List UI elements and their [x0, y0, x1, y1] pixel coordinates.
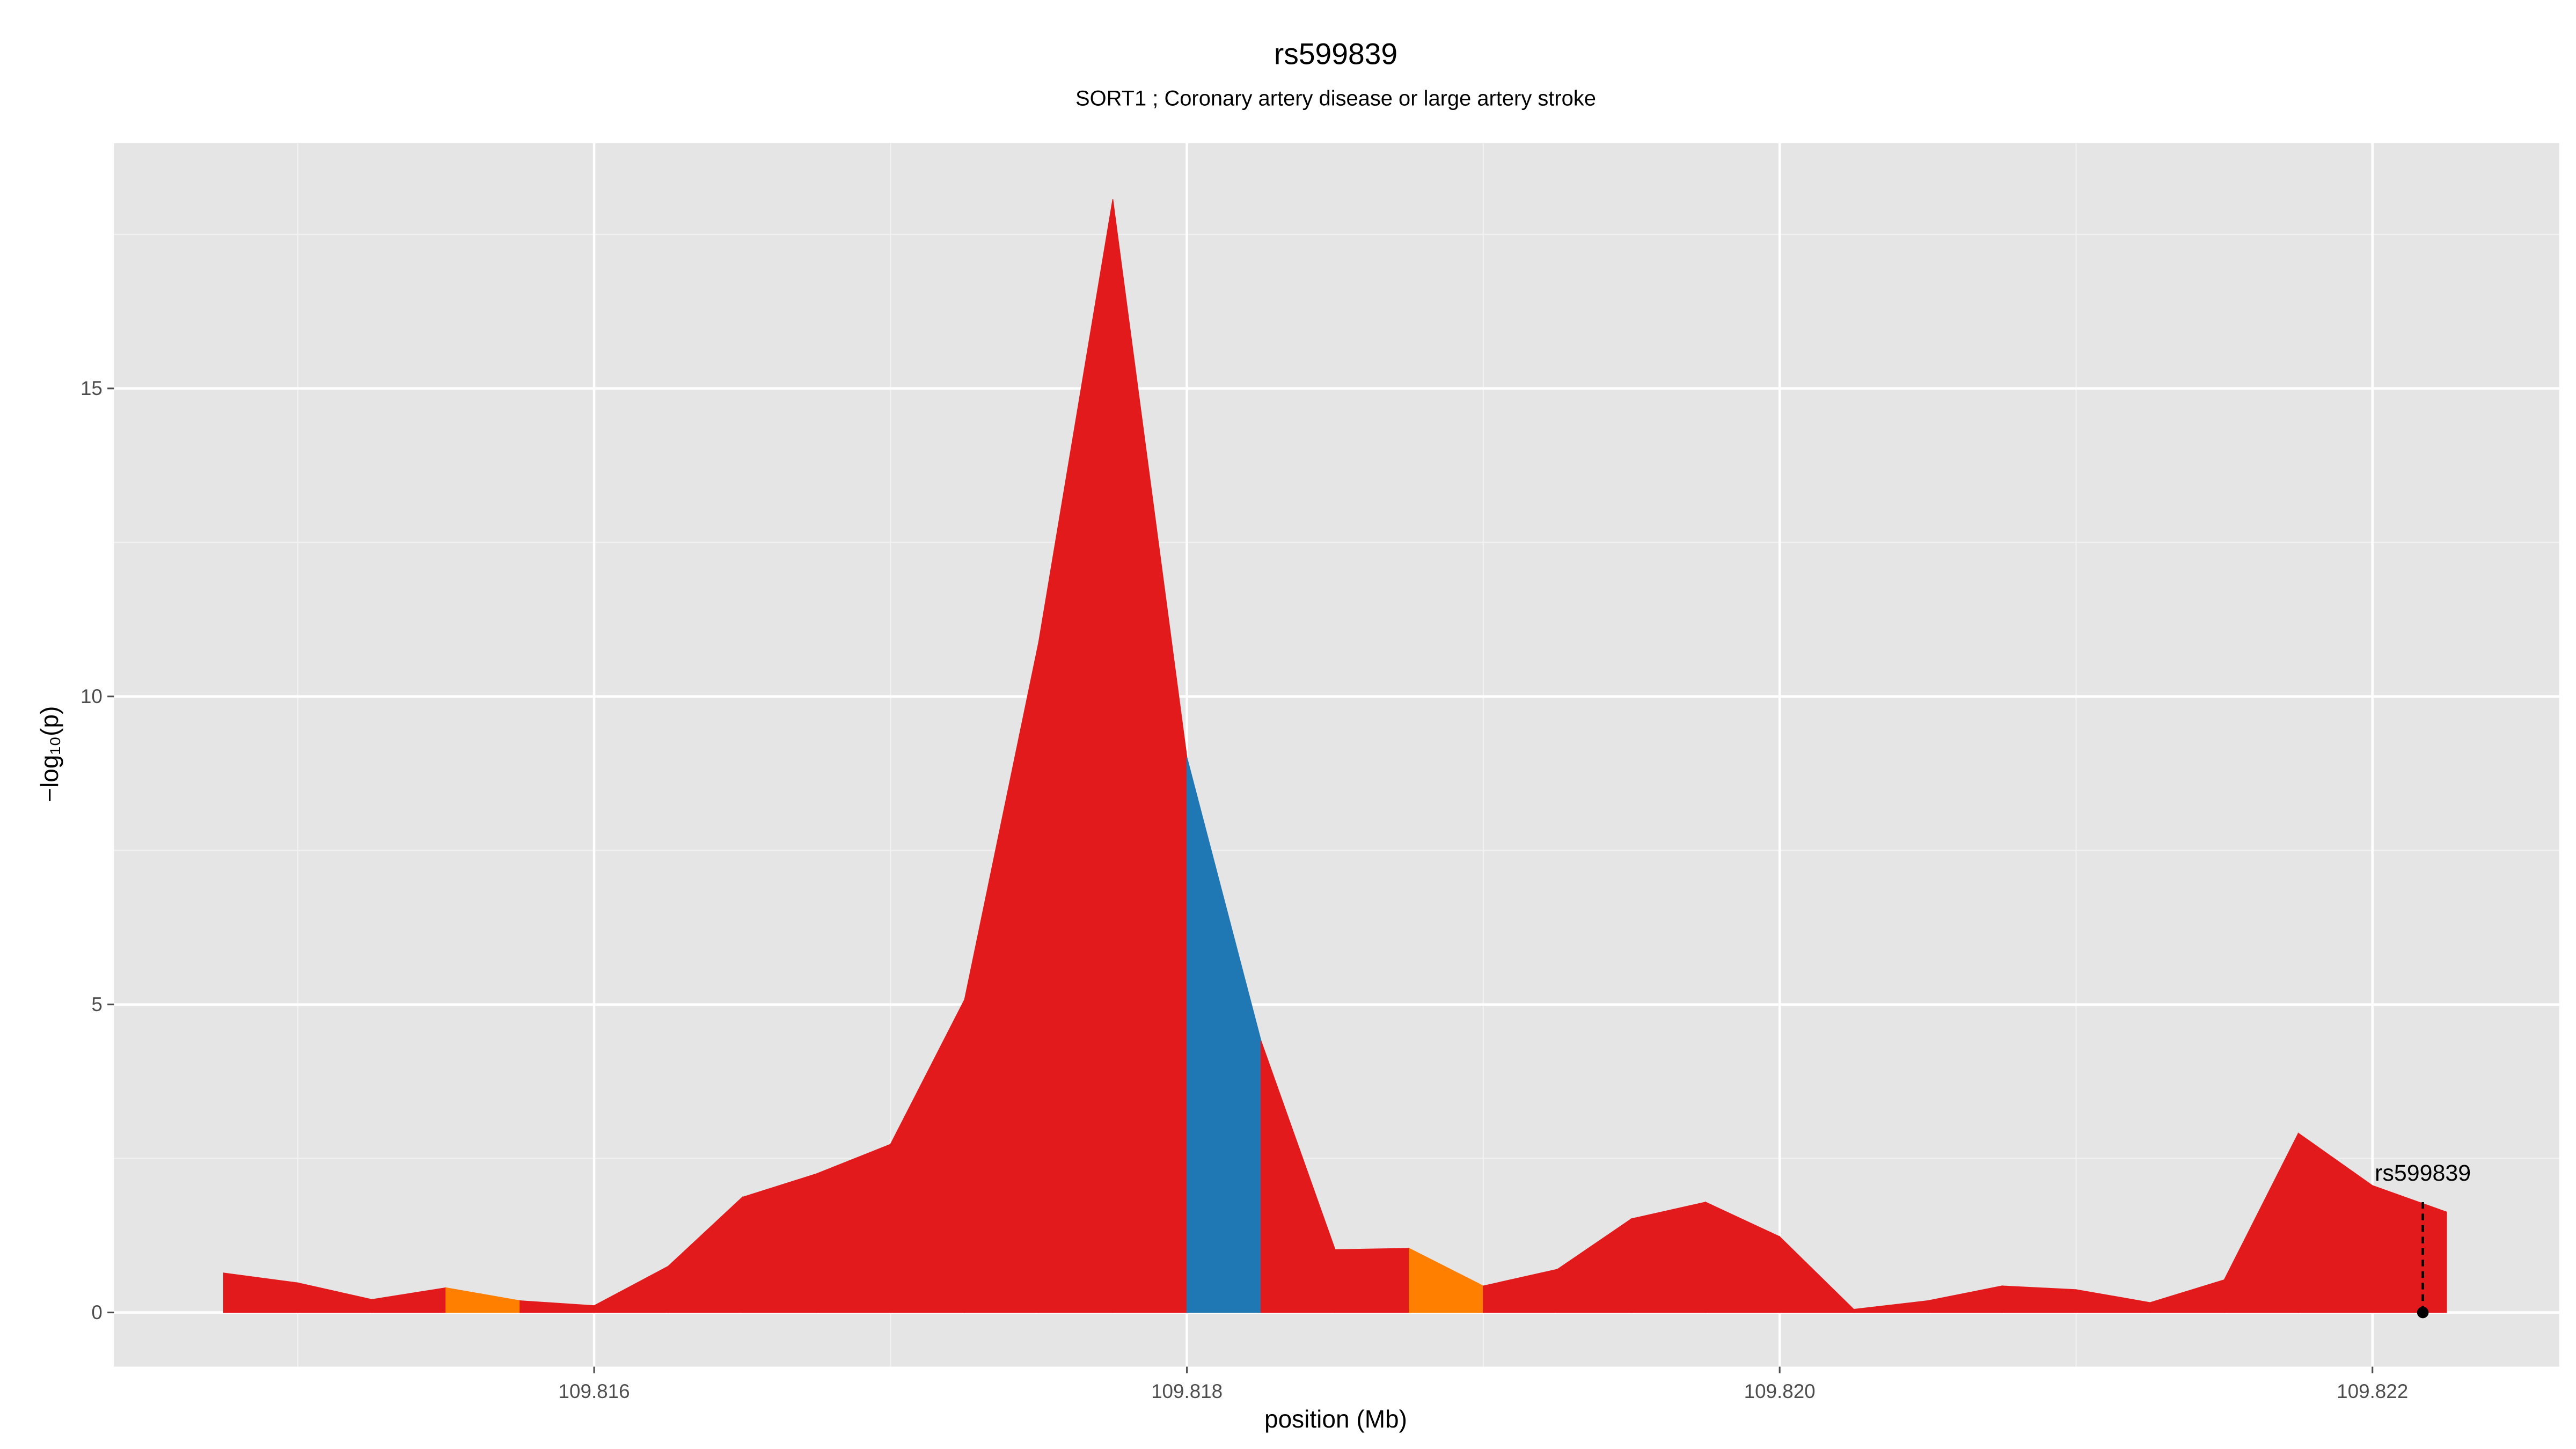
area-segment: [742, 1173, 817, 1313]
plot-marks: [223, 199, 2447, 1319]
area-segment: [1631, 1202, 1706, 1313]
area-segment: [816, 1144, 891, 1313]
y-axis-label: −log₁₀(p): [35, 706, 63, 802]
x-tick-label: 109.822: [2337, 1380, 2408, 1402]
x-axis-label: position (Mb): [1264, 1405, 1407, 1433]
annotation-label: rs599839: [2375, 1160, 2471, 1186]
annotation-point: [2417, 1306, 2429, 1319]
area-segment: [1334, 1248, 1410, 1313]
x-tick-label: 109.816: [559, 1380, 630, 1402]
x-tick-label: 109.820: [1744, 1380, 1816, 1402]
x-tick-label: 109.818: [1151, 1380, 1223, 1402]
chart-title: rs599839: [1274, 38, 1397, 71]
chart-subtitle: SORT1 ; Coronary artery disease or large…: [1075, 86, 1596, 110]
labels: 0 5 10 15 109.816 109.818 109.820 109.822 rs5998…: [80, 377, 2471, 1402]
y-tick-label: 10: [80, 685, 103, 707]
y-tick-label: 0: [91, 1301, 102, 1323]
y-tick-label: 15: [80, 377, 103, 399]
panel-background: [114, 143, 2559, 1367]
y-tick-label: 5: [91, 993, 102, 1015]
area-segment: [2001, 1285, 2077, 1313]
